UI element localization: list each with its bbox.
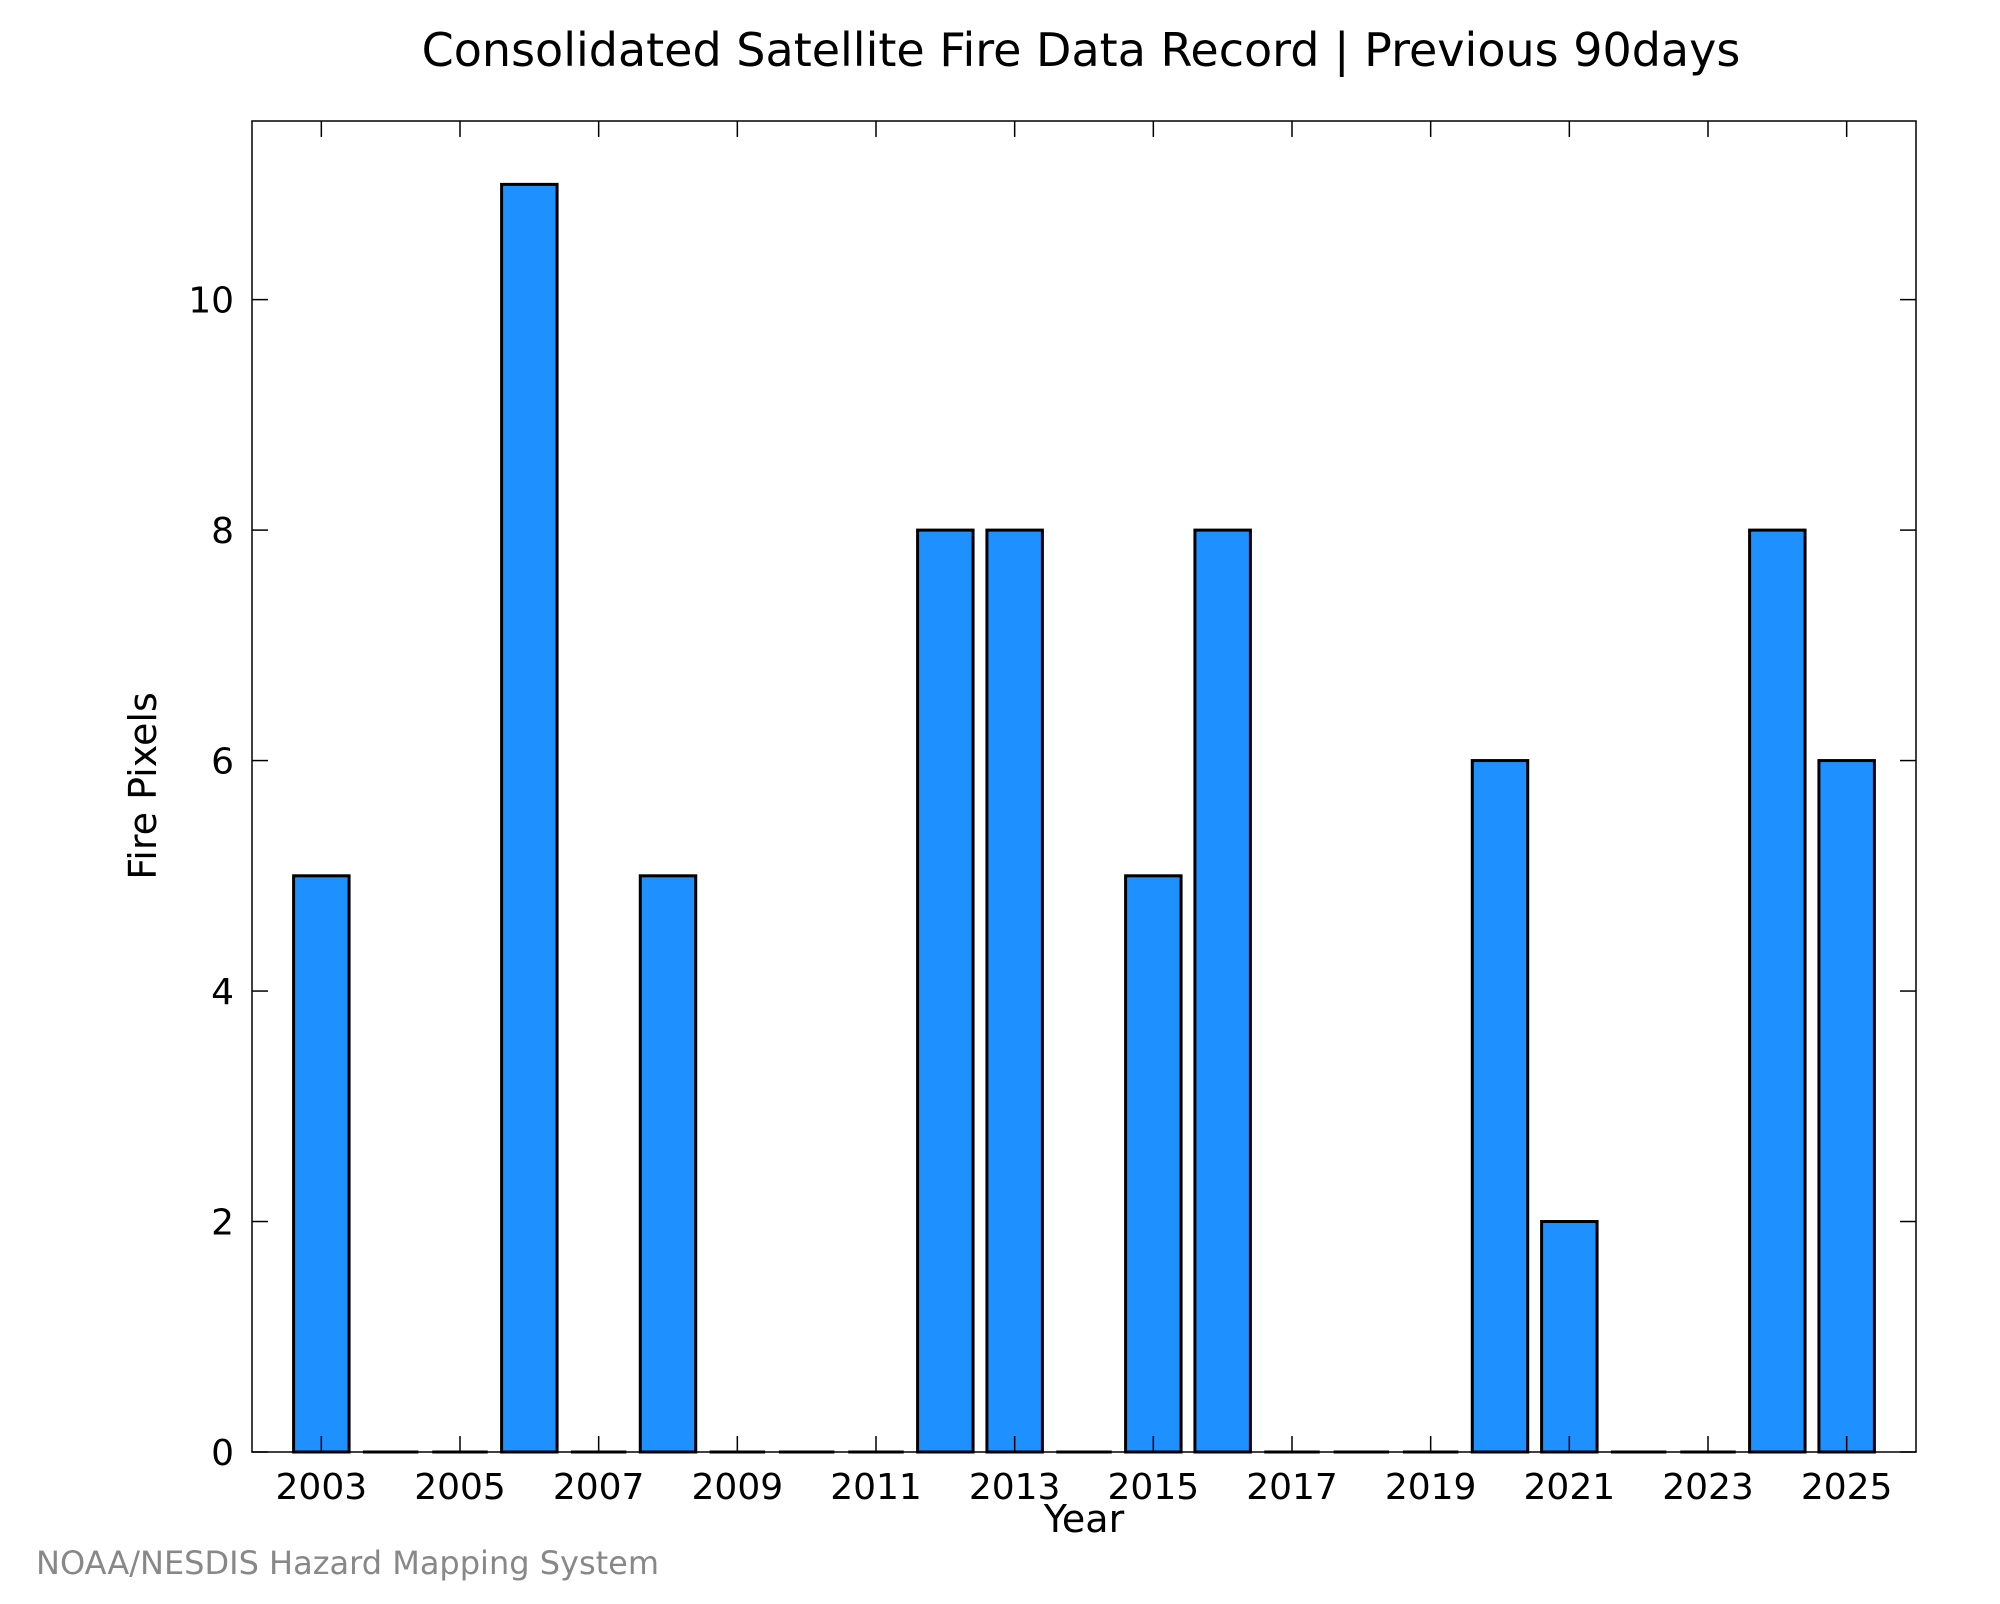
y-tick-label-6: 6	[211, 742, 234, 783]
ticks-group: 2003 2005 2007 2009 2011 2013 2015 2017 2019 2021…	[188, 121, 1916, 1508]
plot-frame	[251, 120, 1917, 1453]
bar-2021	[1540, 1220, 1599, 1454]
y-axis-label: Fire Pixels	[121, 692, 165, 880]
credit-text: NOAA/NESDIS Hazard Mapping System	[36, 1544, 659, 1582]
bar-2016	[1193, 528, 1252, 1454]
bar-2012	[916, 528, 975, 1454]
x-tick-label-2013: 2013	[969, 1467, 1061, 1508]
x-tick-label-2003: 2003	[276, 1467, 368, 1508]
x-tick-label-2019: 2019	[1385, 1467, 1477, 1508]
x-tick-label-2017: 2017	[1246, 1467, 1338, 1508]
bar-2013	[985, 528, 1044, 1454]
y-tick-label-4: 4	[211, 972, 234, 1013]
bars-group	[292, 182, 1876, 1454]
x-tick-label-2011: 2011	[830, 1467, 922, 1508]
x-tick-label-2023: 2023	[1662, 1467, 1754, 1508]
bar-2015	[1124, 874, 1183, 1454]
bar-2008	[638, 874, 698, 1454]
bar-2003	[292, 874, 351, 1454]
bar-2024	[1748, 528, 1807, 1454]
y-tick-label-0: 0	[211, 1433, 234, 1474]
bar-2006	[500, 182, 559, 1454]
x-tick-label-2009: 2009	[692, 1467, 784, 1508]
y-tick-label-2: 2	[211, 1203, 234, 1244]
y-tick-label-10: 10	[188, 281, 234, 322]
x-tick-label-2005: 2005	[414, 1467, 506, 1508]
y-tick-label-8: 8	[211, 511, 234, 552]
plot-area: 2003 2005 2007 2009 2011 2013 2015 2017 2019 2021…	[188, 120, 1917, 1508]
x-tick-label-2007: 2007	[553, 1467, 645, 1508]
chart-title: Consolidated Satellite Fire Data Record …	[422, 23, 1741, 78]
x-tick-label-2025: 2025	[1801, 1467, 1893, 1508]
x-tick-label-2021: 2021	[1524, 1467, 1616, 1508]
bar-2025	[1817, 759, 1876, 1454]
x-tick-label-2015: 2015	[1108, 1467, 1200, 1508]
x-axis-label: Year	[1043, 1497, 1125, 1541]
bar-2020	[1470, 759, 1530, 1454]
